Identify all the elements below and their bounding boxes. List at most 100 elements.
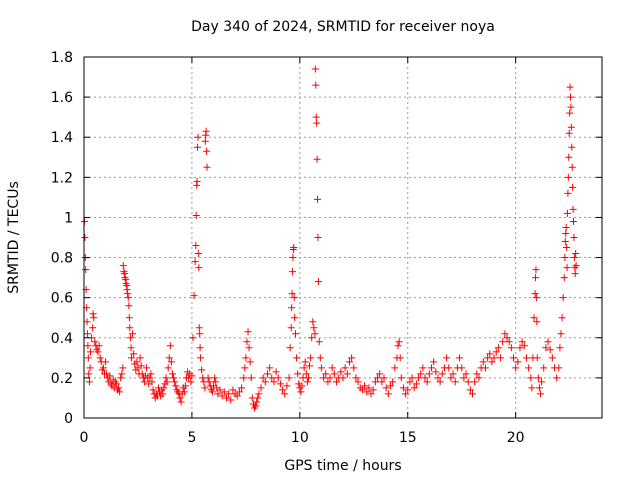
- data-point: [214, 390, 222, 398]
- data-point: [216, 386, 224, 394]
- data-point: [167, 358, 175, 366]
- data-point: [272, 368, 280, 376]
- data-point: [242, 354, 250, 362]
- data-point: [308, 334, 316, 342]
- data-point: [192, 211, 200, 219]
- data-point: [307, 354, 315, 362]
- data-point: [546, 346, 554, 354]
- data-point: [311, 330, 319, 338]
- data-point: [386, 382, 394, 390]
- data-point: [90, 314, 98, 322]
- data-point: [445, 364, 453, 372]
- data-point: [245, 344, 253, 352]
- data-point: [358, 386, 366, 394]
- data-point: [255, 390, 263, 398]
- data-point: [536, 390, 544, 398]
- data-point: [288, 268, 296, 276]
- data-point: [146, 374, 154, 382]
- data-point: [369, 386, 377, 394]
- data-point: [572, 262, 580, 270]
- data-point: [187, 378, 195, 386]
- data-point: [333, 378, 341, 386]
- data-point: [313, 155, 321, 163]
- data-point: [136, 354, 144, 362]
- data-point: [218, 392, 226, 400]
- data-point: [281, 390, 289, 398]
- data-point: [96, 354, 104, 362]
- data-point: [345, 358, 353, 366]
- data-point: [408, 374, 416, 382]
- data-point: [328, 364, 336, 372]
- data-point: [229, 386, 237, 394]
- data-point: [163, 378, 171, 386]
- data-point: [198, 366, 206, 374]
- data-point: [466, 386, 474, 394]
- y-tick-label: 1: [64, 210, 73, 226]
- data-point: [479, 358, 487, 366]
- data-point: [348, 354, 356, 362]
- data-point: [367, 390, 375, 398]
- data-point: [481, 364, 489, 372]
- data-point: [125, 302, 133, 310]
- data-point: [527, 374, 535, 382]
- data-point: [252, 402, 260, 410]
- data-point: [572, 250, 580, 258]
- data-point: [300, 364, 308, 372]
- data-point: [171, 378, 179, 386]
- data-point: [180, 388, 188, 396]
- data-point: [83, 318, 91, 326]
- data-point: [181, 382, 189, 390]
- data-point: [330, 370, 338, 378]
- y-tick-label: 1.2: [51, 170, 73, 186]
- data-point: [306, 362, 314, 370]
- data-point: [449, 370, 457, 378]
- data-point: [164, 364, 172, 372]
- data-point: [570, 254, 578, 262]
- data-point: [341, 364, 349, 372]
- data-point: [288, 304, 296, 312]
- data-point: [283, 382, 291, 390]
- data-point: [201, 137, 209, 145]
- data-point: [227, 396, 235, 404]
- data-point: [222, 394, 230, 402]
- data-point: [115, 384, 123, 392]
- data-point: [419, 364, 427, 372]
- data-point: [563, 209, 571, 217]
- data-point: [191, 258, 199, 266]
- data-point: [475, 374, 483, 382]
- data-point: [85, 370, 93, 378]
- data-point: [317, 364, 325, 372]
- data-point: [350, 364, 358, 372]
- data-point: [451, 378, 459, 386]
- data-point: [84, 342, 92, 350]
- data-point: [510, 354, 518, 362]
- data-point: [311, 65, 319, 73]
- data-point: [310, 324, 318, 332]
- data-point: [253, 398, 261, 406]
- data-point: [520, 342, 528, 350]
- data-point: [117, 374, 125, 382]
- data-point: [83, 330, 91, 338]
- y-tick-label: 0.4: [51, 331, 73, 347]
- data-point: [143, 364, 151, 372]
- data-point: [565, 153, 573, 161]
- x-tick-label: 20: [507, 430, 525, 446]
- data-point: [195, 264, 203, 272]
- data-point: [412, 380, 420, 388]
- data-point: [566, 83, 574, 91]
- data-point: [391, 364, 399, 372]
- data-point: [518, 338, 526, 346]
- data-point: [313, 119, 321, 127]
- data-points: [80, 65, 580, 412]
- x-axis-label: GPS time / hours: [284, 458, 401, 474]
- data-point: [89, 310, 97, 318]
- data-point: [257, 384, 265, 392]
- data-point: [91, 338, 99, 346]
- data-point: [254, 394, 262, 402]
- data-point: [205, 378, 213, 386]
- data-point: [514, 358, 522, 366]
- data-point: [195, 324, 203, 332]
- data-point: [85, 378, 93, 386]
- data-point: [406, 378, 414, 386]
